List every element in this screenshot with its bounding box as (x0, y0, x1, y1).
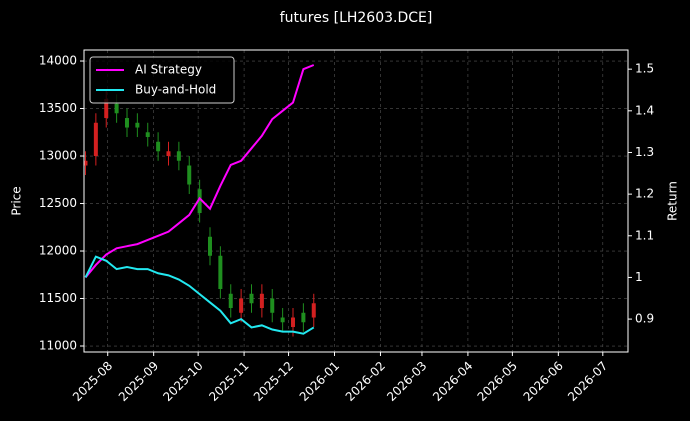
candle-body (166, 151, 171, 157)
y-tick-label: 13500 (39, 101, 77, 115)
candle-body (83, 160, 88, 166)
candle-body (124, 118, 129, 128)
y-tick-label: 12000 (39, 244, 77, 258)
return-line (84, 64, 315, 279)
candle-body (291, 317, 296, 328)
x-tick-label: 2026-04 (430, 359, 475, 404)
return-line (84, 255, 315, 335)
x-tick-label: 2026-07 (565, 359, 610, 404)
y2-tick-label: 1.2 (635, 187, 654, 201)
legend-label: Buy-and-Hold (135, 83, 216, 97)
x-tick-label: 2025-11 (206, 359, 251, 404)
candle-body (249, 293, 254, 304)
candle-body (93, 122, 98, 157)
x-tick-label: 2025-09 (116, 359, 161, 404)
candle-body (239, 298, 244, 313)
legend-label: AI Strategy (135, 63, 202, 77)
x-tick-label: 2026-05 (475, 359, 520, 404)
y2-tick-label: 1.4 (635, 103, 654, 117)
candle-body (156, 141, 161, 152)
y2-tick-label: 0.9 (635, 312, 654, 326)
candle-body (114, 103, 119, 114)
x-tick-label: 2026-02 (343, 359, 388, 404)
x-tick-label: 2025-12 (251, 359, 296, 404)
legend-box (89, 56, 235, 104)
y2-axis-label: Return (666, 181, 680, 221)
candle-body (311, 303, 316, 318)
y-tick-label: 12500 (39, 196, 77, 210)
x-tick-label: 2026-03 (384, 359, 429, 404)
y-tick-label: 14000 (39, 54, 77, 68)
y2-tick-label: 1 (635, 270, 643, 284)
candle-body (259, 293, 264, 309)
candle-body (301, 312, 306, 323)
candle-body (135, 122, 140, 128)
chart-title: futures [LH2603.DCE] (280, 10, 433, 26)
candle-body (207, 236, 212, 256)
x-tick-label: 2025-10 (160, 359, 205, 404)
y-tick-label: 13000 (39, 149, 77, 163)
candle-body (145, 132, 150, 138)
y-tick-label: 11000 (39, 339, 77, 353)
y2-tick-label: 1.1 (635, 228, 654, 242)
y-tick-label: 11500 (39, 291, 77, 305)
y2-tick-label: 1.5 (635, 62, 654, 76)
candle-body (218, 255, 223, 290)
candle-body (280, 317, 285, 323)
x-tick-label: 2025-08 (70, 359, 115, 404)
x-tick-label: 2026-01 (297, 359, 342, 404)
candle-body (270, 298, 275, 313)
candle-body (176, 151, 181, 161)
candle-body (228, 293, 233, 309)
x-tick-label: 2026-06 (521, 359, 566, 404)
y2-tick-label: 1.3 (635, 145, 654, 159)
y-axis-label: Price (10, 186, 24, 215)
candle-body (197, 189, 202, 214)
candle-body (187, 165, 192, 185)
plot-frame (83, 49, 629, 353)
candle-body (104, 99, 109, 119)
